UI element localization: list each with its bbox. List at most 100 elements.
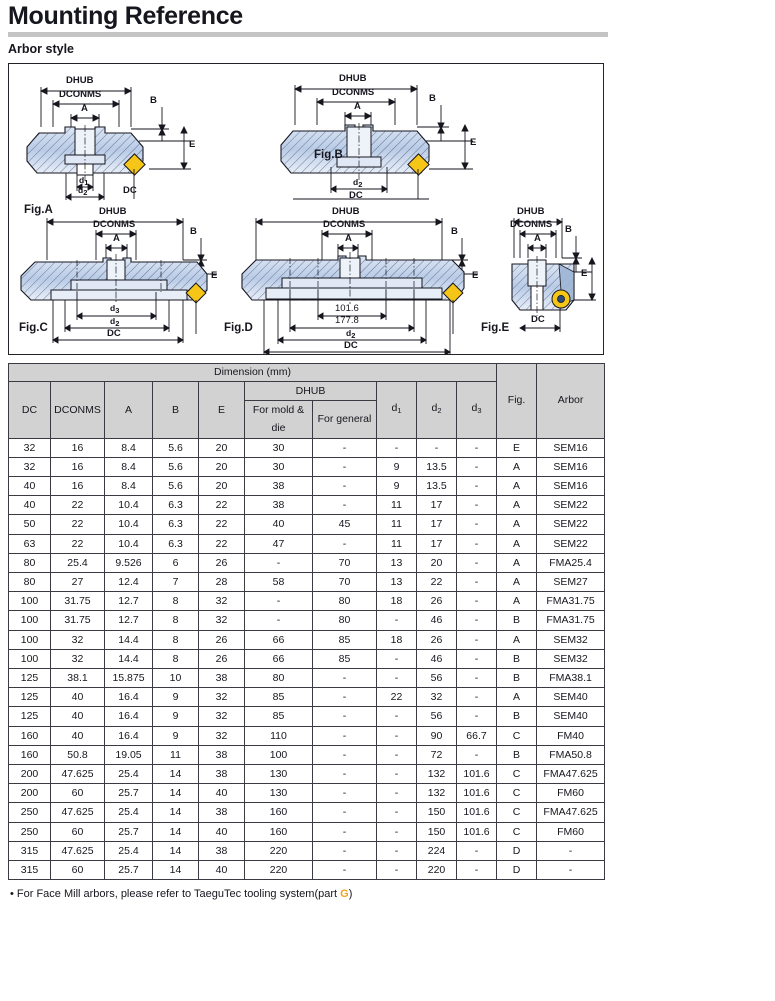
cell-arbor: FM40 — [536, 725, 606, 746]
cell-dc: 80 — [8, 572, 51, 593]
insert-marker — [442, 282, 464, 304]
header-arbor: Arbor — [536, 363, 606, 439]
figure-b-label: Fig.B — [314, 149, 343, 161]
cell-arbor: SEM16 — [536, 456, 606, 478]
cell-for-general: - — [312, 821, 377, 842]
table-row: 100 32 14.4 8 26 66 85-46- B SEM32 — [8, 648, 606, 670]
dim-d2-b: d2 — [353, 177, 363, 189]
table-row: 80 27 12.4 7 28 58 70 13 22- A SEM27 — [8, 572, 606, 593]
cell-d3: - — [455, 860, 498, 881]
cell-for-general: 45 — [312, 514, 377, 535]
header-fig: Fig. — [496, 363, 538, 439]
cell-arbor: SEM27 — [536, 572, 606, 593]
cell-a: 16.4 — [104, 706, 153, 727]
cell-arbor: SEM40 — [536, 706, 606, 727]
cell-arbor: FMA50.8 — [536, 744, 606, 766]
cell-b: 9 — [152, 687, 199, 708]
cell-d3: - — [455, 437, 498, 458]
cell-dconms: 16 — [50, 476, 105, 497]
table-row: 40 16 8.4 5.6 20 38-9 13.5- A SEM16 — [8, 476, 606, 497]
cell-dc: 160 — [8, 725, 51, 746]
cell-d3: - — [455, 687, 498, 708]
dim-dhub-e: DHUB — [517, 206, 545, 217]
cell-for-mold-die: 220 — [244, 840, 313, 862]
figure-a: DHUB DCONMS A B E d1 d2 DC — [19, 69, 249, 201]
cell-dconms: 22 — [50, 514, 105, 535]
cell-d1: 18 — [376, 629, 417, 650]
cell-b: 10 — [152, 668, 199, 689]
cell-d1: - — [376, 802, 417, 823]
dim-a-c: A — [113, 233, 120, 244]
cell-d3: 101.6 — [455, 783, 498, 804]
cell-d1: 9 — [376, 476, 417, 497]
cell-dc: 40 — [8, 495, 51, 516]
table-row: 200 47.625 25.4 14 38 130- -132 101.6 C FMA47.625 — [8, 764, 606, 785]
cell-d2: 20 — [416, 552, 457, 574]
cell-for-mold-die: 80 — [244, 668, 313, 689]
cell-arbor: FMA38.1 — [536, 668, 606, 689]
table-row: 250 47.625 25.4 14 38 160- -150 101.6 C FMA47.625 — [8, 802, 606, 823]
cell-d3: - — [455, 840, 498, 862]
cell-e: 38 — [198, 802, 245, 823]
dim-e-d: E — [472, 270, 479, 281]
cell-e: 40 — [198, 860, 245, 881]
table-row: 125 38.1 15.875 10 38 80- -56- B FMA38.1 — [8, 668, 606, 689]
cell-d1: 11 — [376, 514, 417, 535]
cell-d1: - — [376, 821, 417, 842]
cell-for-general: - — [312, 764, 377, 785]
cell-b: 9 — [152, 706, 199, 727]
cell-for-general: 85 — [312, 648, 377, 670]
cell-dconms: 32 — [50, 629, 105, 650]
table-row: 200 60 25.7 14 40 130- -132 101.6 C FM60 — [8, 783, 606, 804]
cell-a: 16.4 — [104, 725, 153, 746]
cell-e: 26 — [198, 648, 245, 670]
cell-for-general: - — [312, 437, 377, 458]
cell-arbor: SEM22 — [536, 533, 606, 554]
cell-arbor: SEM32 — [536, 629, 606, 650]
cell-d1: - — [376, 744, 417, 766]
cell-d3: - — [455, 572, 498, 593]
cell-d3: - — [455, 552, 498, 574]
cell-a: 10.4 — [104, 495, 153, 516]
header-d2: d2 — [416, 381, 457, 439]
cell-b: 8 — [152, 648, 199, 670]
table-row: 32 16 8.4 5.6 20 30-9 13.5- A SEM16 — [8, 456, 606, 478]
cell-for-mold-die: 85 — [244, 687, 313, 708]
cell-for-mold-die: 110 — [244, 725, 313, 746]
cell-arbor: SEM40 — [536, 687, 606, 708]
table-row: 100 31.75 12.7 8 32-80 18 26- A FMA31.75 — [8, 591, 606, 612]
figure-d-label: Fig.D — [224, 322, 253, 334]
footnote-part-g-mark: G — [340, 888, 349, 901]
dim-b-d: B — [451, 226, 458, 237]
cell-a: 25.7 — [104, 783, 153, 804]
cell-arbor: - — [536, 860, 606, 881]
table-row: 160 50.8 19.05 11 38 100- -72- B FMA50.8 — [8, 744, 606, 766]
cell-dconms: 22 — [50, 495, 105, 516]
cell-a: 25.7 — [104, 860, 153, 881]
cell-a: 8.4 — [104, 476, 153, 497]
table-row: 40 22 10.4 6.3 22 38-11 17- A SEM22 — [8, 495, 606, 516]
cell-for-mold-die: 38 — [244, 476, 313, 497]
cell-arbor: - — [536, 840, 606, 862]
cell-b: 14 — [152, 764, 199, 785]
cell-fig: C — [496, 783, 538, 804]
dim-b-e: B — [565, 224, 572, 235]
cell-for-mold-die: 85 — [244, 706, 313, 727]
cell-fig: A — [496, 552, 538, 574]
cell-d1: 13 — [376, 552, 417, 574]
cell-d3: - — [455, 456, 498, 478]
cell-dconms: 27 — [50, 572, 105, 593]
header-d3: d3 — [455, 381, 498, 439]
cell-e: 22 — [198, 533, 245, 554]
cell-b: 14 — [152, 802, 199, 823]
cell-dconms: 38.1 — [50, 668, 105, 689]
cell-d2: 132 — [416, 783, 457, 804]
table-head: Dimension (mm) Fig. Arbor DC DCONMS A B … — [7, 363, 606, 439]
cell-for-general: - — [312, 802, 377, 823]
cell-d2: - — [416, 437, 457, 458]
cell-for-mold-die: 130 — [244, 783, 313, 804]
dim-dconms-a: DCONMS — [59, 89, 102, 100]
cell-e: 32 — [198, 725, 245, 746]
cell-dc: 50 — [8, 514, 51, 535]
